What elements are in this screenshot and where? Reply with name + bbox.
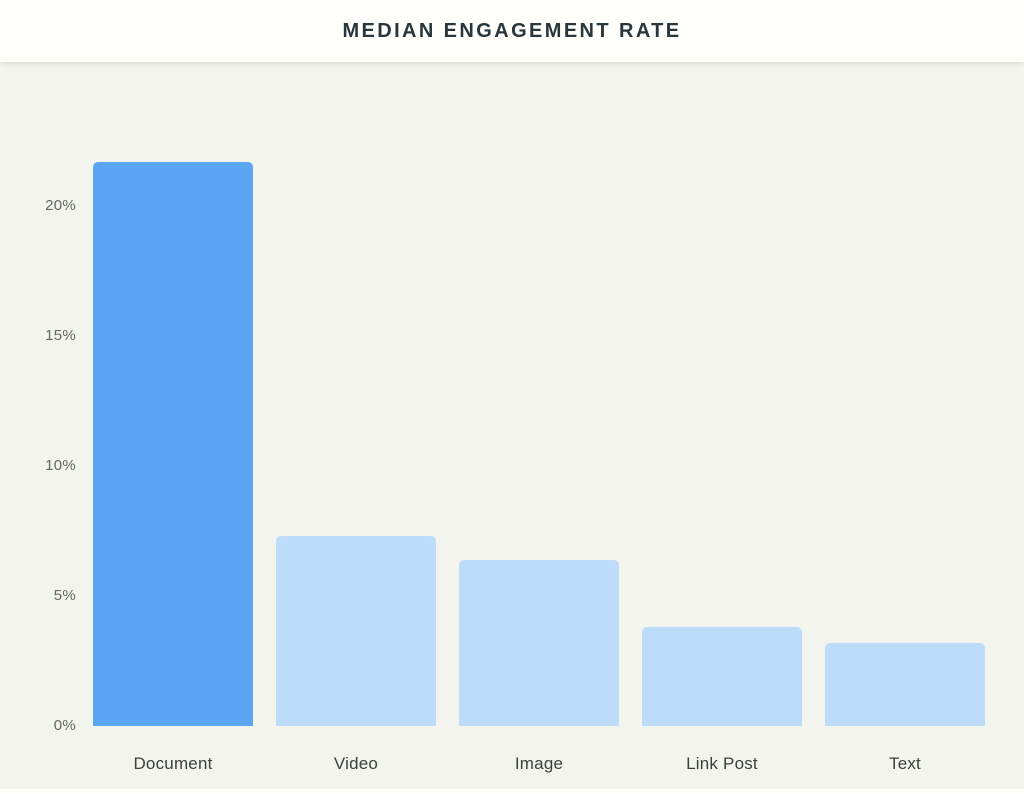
y-tick-label-20: 20% <box>45 197 76 214</box>
x-axis-label-image: Image <box>514 754 564 773</box>
bar-chart-plot-area: 0% 5% 10% 15% 20% Document Video Image Link Pos… <box>0 62 1024 794</box>
x-axis-label-document: Document <box>133 754 213 773</box>
chart-title: MEDIAN ENGAGEMENT RATE <box>342 19 682 42</box>
bar-video <box>276 536 436 726</box>
bar-text <box>825 643 985 726</box>
bar-document <box>93 162 253 726</box>
bottom-strip <box>0 789 1024 794</box>
y-tick-label-0: 0% <box>53 717 76 734</box>
y-tick-label-15: 15% <box>45 327 76 344</box>
x-axis-label-link-post: Link Post <box>686 754 758 773</box>
x-axis-label-text: Text <box>889 754 921 773</box>
y-tick-label-10: 10% <box>45 457 76 474</box>
bar-image <box>459 560 619 726</box>
x-axis-label-video: Video <box>333 754 379 773</box>
bar-link-post <box>642 627 802 726</box>
y-tick-label-5: 5% <box>53 587 76 604</box>
chart-header: MEDIAN ENGAGEMENT RATE <box>0 0 1024 62</box>
